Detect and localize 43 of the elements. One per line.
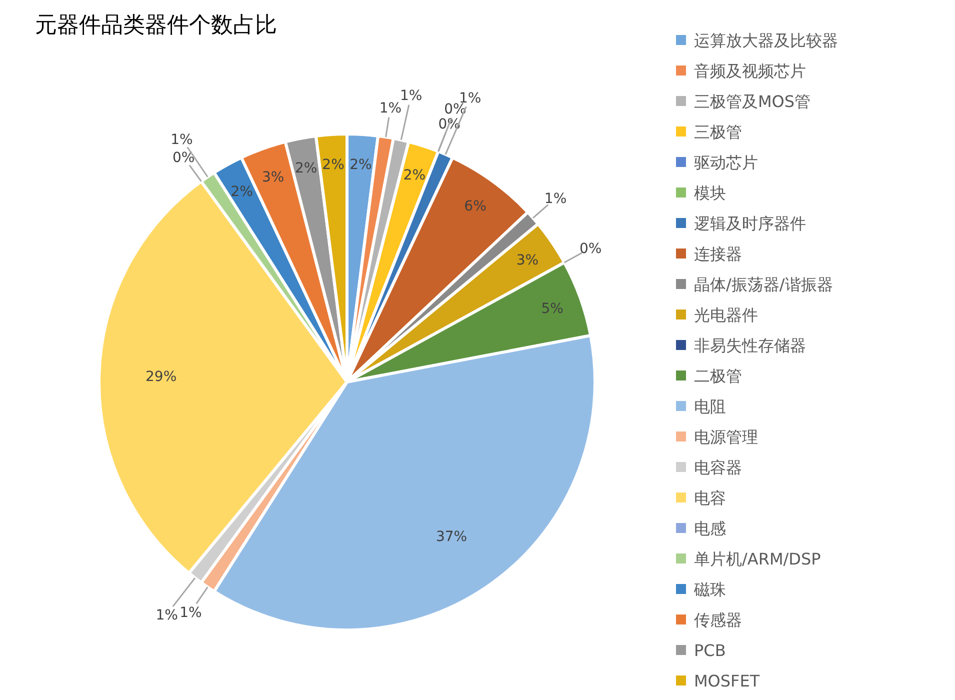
data-label: 2% bbox=[322, 157, 344, 174]
legend-label: 逻辑及时序器件 bbox=[694, 214, 806, 233]
legend-label: 模块 bbox=[694, 184, 726, 202]
data-label: 2% bbox=[294, 160, 318, 177]
data-label: 1% bbox=[544, 191, 567, 208]
data-label: 3% bbox=[262, 170, 284, 186]
legend-label: 电容器 bbox=[694, 458, 742, 477]
legend-label: 传感器 bbox=[694, 610, 742, 630]
legend-label: 三极管及MOS管 bbox=[694, 92, 811, 111]
legend-label: 电阻 bbox=[694, 397, 726, 416]
legend-label: MOSFET bbox=[694, 672, 760, 690]
legend-label: 磁珠 bbox=[693, 580, 726, 599]
text: 0% bbox=[580, 241, 602, 258]
chart-title: 元器件品类器件个数占比 bbox=[35, 13, 277, 38]
legend-label: 电感 bbox=[694, 519, 726, 538]
data-label: 1% bbox=[156, 607, 178, 624]
legend-label: 连接器 bbox=[694, 244, 742, 264]
legend-label: 非易失性存储器 bbox=[694, 336, 806, 355]
data-label: 3% bbox=[516, 252, 539, 268]
data-label: 2% bbox=[350, 157, 372, 174]
legend-label: 二极管 bbox=[694, 366, 742, 386]
legend-label: PCB bbox=[694, 641, 726, 660]
legend-label: 光电器件 bbox=[694, 306, 758, 324]
legend-label: 音频及视频芯片 bbox=[694, 62, 806, 80]
data-label: 1% bbox=[400, 88, 422, 104]
text: 0% bbox=[444, 102, 466, 118]
data-label: 29% bbox=[146, 369, 177, 386]
legend-label: 晶体/振荡器/谐振器 bbox=[694, 275, 833, 294]
data-label: 1% bbox=[180, 604, 202, 621]
data-label: 1% bbox=[379, 100, 402, 116]
data-label: 37% bbox=[436, 528, 468, 545]
legend-label: 驱动芯片 bbox=[694, 153, 758, 172]
legend-label: 电源管理 bbox=[694, 428, 758, 446]
legend-label: 电容 bbox=[694, 488, 726, 508]
data-label: 5% bbox=[541, 301, 564, 318]
data-label: 1% bbox=[170, 132, 193, 148]
legend-label: 单片机/ARM/DSP bbox=[694, 550, 822, 568]
text: 0% bbox=[172, 150, 195, 166]
legend-label: 运算放大器及比较器 bbox=[694, 31, 838, 50]
data-label: 2% bbox=[403, 167, 426, 184]
legend-label: 三极管 bbox=[694, 122, 742, 142]
data-label: 6% bbox=[464, 198, 486, 214]
data-label: 2% bbox=[230, 184, 253, 200]
